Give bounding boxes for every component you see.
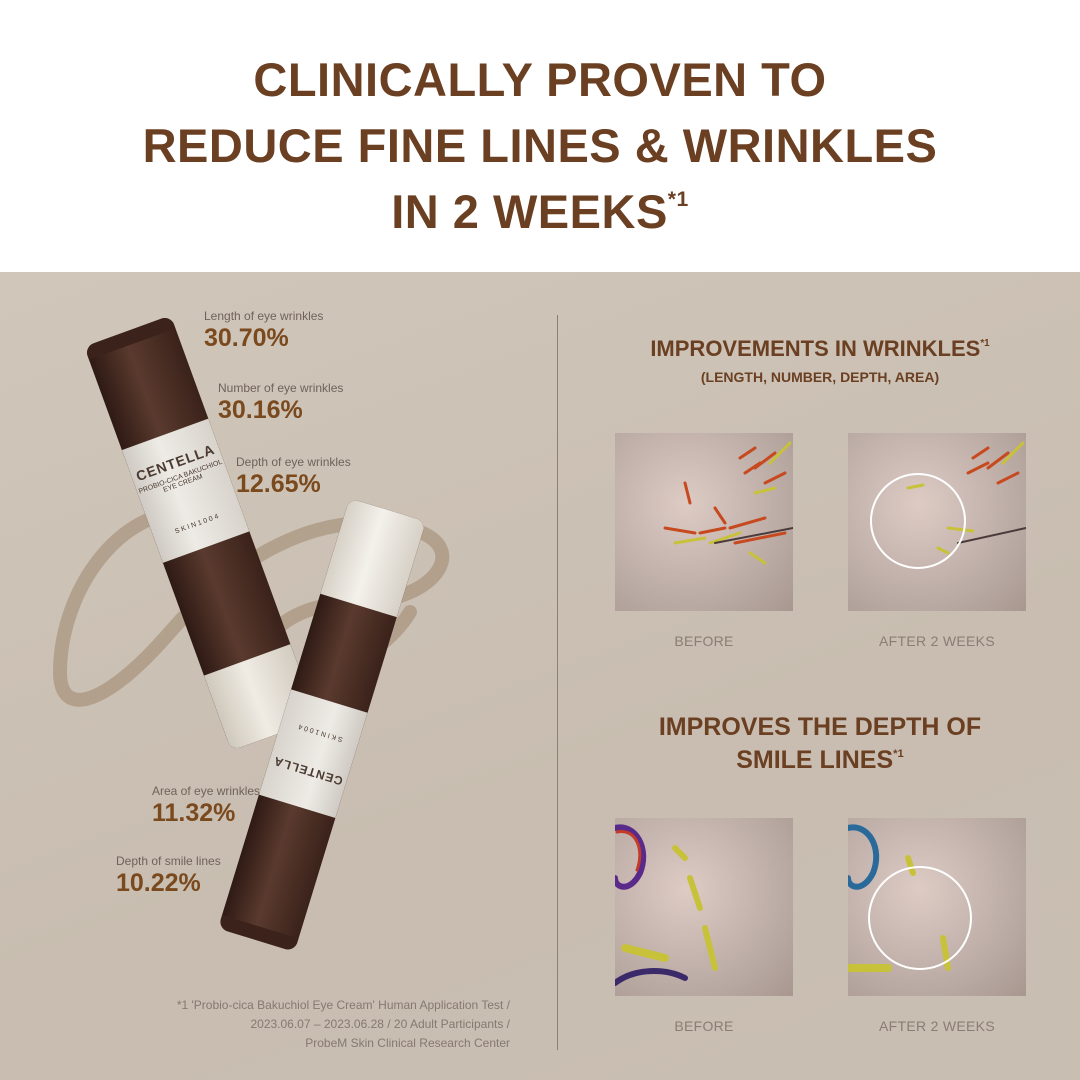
wrinkles-before-image xyxy=(615,433,793,611)
footnote-mark: *1 xyxy=(893,748,904,761)
stat-label: Depth of eye wrinkles xyxy=(236,455,351,469)
title-line-2: REDUCE FINE LINES & WRINKLES xyxy=(142,119,938,172)
smile-title-line-2: SMILE LINES*1 xyxy=(560,746,1080,775)
title-line-3-text: IN 2 WEEKS xyxy=(391,185,668,238)
smile-title-text: SMILE LINES xyxy=(736,746,894,774)
wrinkles-title: IMPROVEMENTS IN WRINKLES xyxy=(650,336,981,361)
highlight-circle xyxy=(870,473,966,569)
footnote-line: ProbeM Skin Clinical Research Center xyxy=(305,1036,510,1050)
stat-label: Area of eye wrinkles xyxy=(152,784,261,798)
footnote: *1 'Probio-cica Bakuchiol Eye Cream' Hum… xyxy=(177,996,510,1053)
stat-value: 10.22% xyxy=(116,869,201,897)
stat-depth: Depth of eye wrinkles 12.65% xyxy=(236,455,351,499)
stat-value: 30.70% xyxy=(204,324,289,352)
title-line-3: IN 2 WEEKS*1 xyxy=(0,184,1080,239)
stat-number: Number of eye wrinkles 30.16% xyxy=(218,381,343,425)
label-maker: SKIN1004 xyxy=(174,512,222,536)
after-caption: AFTER 2 WEEKS xyxy=(879,633,995,649)
divider xyxy=(557,315,558,1050)
before-caption: BEFORE xyxy=(674,1018,734,1034)
stat-value: 30.16% xyxy=(218,396,303,424)
smile-title-line-1: IMPROVES THE DEPTH OF xyxy=(658,713,982,741)
stat-value: 12.65% xyxy=(236,470,321,498)
label-maker: SKIN1004 xyxy=(295,721,344,743)
footnote-line: *1 'Probio-cica Bakuchiol Eye Cream' Hum… xyxy=(176,998,510,1012)
header: CLINICALLY PROVEN TO REDUCE FINE LINES &… xyxy=(0,0,1080,272)
after-caption: AFTER 2 WEEKS xyxy=(879,1018,995,1034)
smile-before-image xyxy=(615,818,793,996)
stat-area: Area of eye wrinkles 11.32% xyxy=(152,784,260,828)
wrinkles-heading: IMPROVEMENTS IN WRINKLES*1 xyxy=(560,336,1080,362)
stat-smile-depth: Depth of smile lines 10.22% xyxy=(116,854,221,898)
smile-after-image xyxy=(848,818,1026,996)
title-line-1: CLINICALLY PROVEN TO xyxy=(253,53,827,106)
stat-label: Depth of smile lines xyxy=(116,854,221,868)
highlight-circle xyxy=(868,866,972,970)
label-brand: CENTELLA xyxy=(271,753,345,789)
before-caption: BEFORE xyxy=(674,633,734,649)
wrinkles-subtitle: (LENGTH, NUMBER, DEPTH, AREA) xyxy=(700,369,940,385)
stat-length: Length of eye wrinkles 30.70% xyxy=(204,309,323,353)
title-footnote-mark: *1 xyxy=(667,188,689,212)
wrinkles-after-image xyxy=(848,433,1026,611)
stat-label: Length of eye wrinkles xyxy=(204,309,324,323)
footnote-line: 2023.06.07 – 2023.06.28 / 20 Adult Parti… xyxy=(250,1017,510,1031)
footnote-mark: *1 xyxy=(980,337,990,349)
stat-label: Number of eye wrinkles xyxy=(218,381,344,395)
stat-value: 11.32% xyxy=(152,799,236,827)
